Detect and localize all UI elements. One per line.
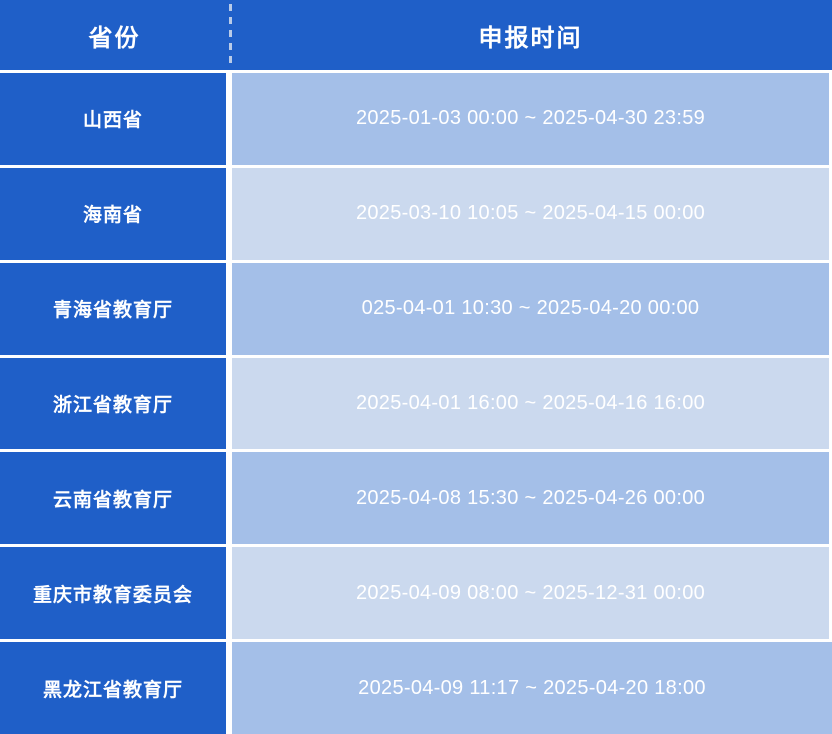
cell-declaration-time: 2025-03-10 10:05 ~ 2025-04-15 00:00 bbox=[232, 167, 829, 260]
cell-gap bbox=[226, 357, 232, 450]
cell-province: 青海省教育厅 bbox=[0, 262, 226, 355]
cell-gap bbox=[226, 452, 232, 545]
table-row: 山西省 2025-01-03 00:00 ~ 2025-04-30 23:59 bbox=[0, 70, 832, 165]
header-column-divider bbox=[229, 4, 232, 68]
cell-province: 重庆市教育委员会 bbox=[0, 547, 226, 640]
cell-gap bbox=[226, 73, 232, 165]
table-row: 浙江省教育厅 2025-04-01 16:00 ~ 2025-04-16 16:… bbox=[0, 354, 832, 450]
column-header-province: 省份 bbox=[88, 24, 141, 52]
cell-declaration-time: 2025-04-09 11:17 ~ 2025-04-20 18:00 bbox=[232, 642, 832, 734]
cell-declaration-time: 025-04-01 10:30 ~ 2025-04-20 00:00 bbox=[232, 262, 829, 355]
table-row: 云南省教育厅 2025-04-08 15:30 ~ 2025-04-26 00:… bbox=[0, 449, 832, 545]
cell-declaration-time: 2025-04-08 15:30 ~ 2025-04-26 00:00 bbox=[232, 452, 829, 545]
cell-province: 黑龙江省教育厅 bbox=[0, 642, 226, 734]
table-row: 黑龙江省教育厅 2025-04-09 11:17 ~ 2025-04-20 18… bbox=[0, 639, 832, 734]
cell-gap bbox=[226, 167, 232, 260]
table-header-row: 省份 申报时间 bbox=[0, 0, 832, 70]
column-header-declaration-time: 申报时间 bbox=[478, 24, 583, 52]
cell-gap bbox=[226, 642, 232, 734]
table-row: 青海省教育厅 025-04-01 10:30 ~ 2025-04-20 00:0… bbox=[0, 259, 832, 355]
cell-declaration-time: 2025-04-09 08:00 ~ 2025-12-31 00:00 bbox=[232, 547, 829, 640]
table-row: 重庆市教育委员会 2025-04-09 08:00 ~ 2025-12-31 0… bbox=[0, 544, 832, 640]
cell-province: 浙江省教育厅 bbox=[0, 357, 226, 450]
table-row: 海南省 2025-03-10 10:05 ~ 2025-04-15 00:00 bbox=[0, 164, 832, 260]
cell-province: 山西省 bbox=[0, 73, 226, 165]
cell-gap bbox=[226, 262, 232, 355]
cell-declaration-time: 2025-01-03 00:00 ~ 2025-04-30 23:59 bbox=[232, 73, 829, 165]
cell-province: 海南省 bbox=[0, 167, 226, 260]
cell-gap bbox=[226, 547, 232, 640]
cell-province: 云南省教育厅 bbox=[0, 452, 226, 545]
cell-declaration-time: 2025-04-01 16:00 ~ 2025-04-16 16:00 bbox=[232, 357, 829, 450]
